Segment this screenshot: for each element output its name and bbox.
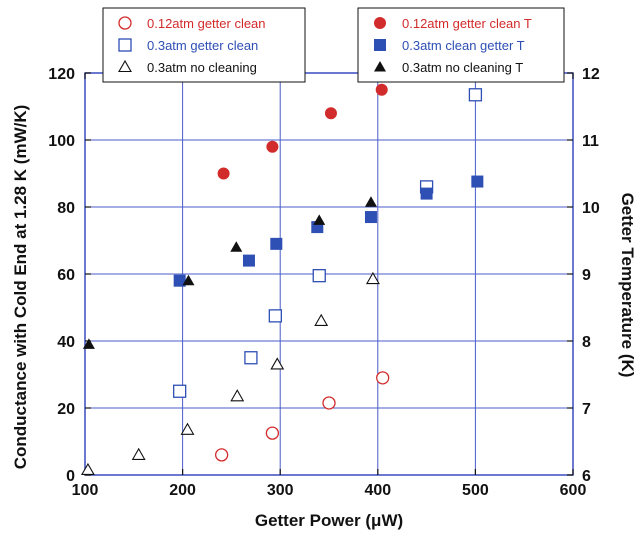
- data-point: [270, 237, 283, 250]
- data-point: [471, 175, 484, 188]
- data-point: [173, 384, 187, 398]
- y-left-tick-label: 40: [57, 334, 75, 351]
- y-right-tick-label: 9: [582, 267, 591, 284]
- data-point: [322, 396, 336, 410]
- data-point: [265, 426, 280, 440]
- data-point: [364, 196, 377, 207]
- y-right-axis-title: Getter Temperature (K): [618, 193, 637, 378]
- data-point: [364, 211, 377, 224]
- x-tick-label: 600: [560, 482, 587, 499]
- y-right-tick-label: 12: [582, 66, 600, 83]
- data-point: [268, 309, 282, 323]
- y-right-tick-label: 6: [582, 468, 591, 485]
- x-axis-title: Getter Power (μW): [255, 511, 403, 530]
- data-point: [214, 448, 229, 462]
- y-right-tick-labels: 6 7 8 9 10 11 12: [582, 66, 600, 485]
- data-point: [242, 254, 255, 267]
- data-point: [312, 269, 326, 283]
- legend-entry: 0.3atm getter clean: [147, 38, 258, 53]
- series-5: [82, 196, 377, 349]
- data-point: [80, 462, 95, 476]
- grid: [85, 73, 573, 475]
- data-point: [182, 274, 195, 286]
- data-point: [314, 313, 329, 326]
- x-tick-labels: 100 200 300 400 500 600: [72, 482, 587, 499]
- data-point: [217, 167, 230, 180]
- series-0: [214, 371, 390, 462]
- data-point: [230, 389, 245, 402]
- data-point: [313, 214, 326, 225]
- series-2: [80, 271, 380, 476]
- series-1: [173, 88, 483, 398]
- legend-right: 0.12atm getter clean T 0.3atm clean gette…: [357, 7, 565, 83]
- x-tick-label: 100: [72, 482, 99, 499]
- legend-entry: 0.3atm clean getter T: [402, 38, 525, 53]
- data-point: [131, 447, 146, 460]
- data-point: [365, 271, 380, 285]
- y-left-tick-label: 120: [48, 66, 75, 83]
- y-left-tick-label: 80: [57, 200, 75, 217]
- data-point: [230, 241, 243, 252]
- legend-entry: 0.12atm getter clean T: [402, 16, 532, 31]
- data-point: [376, 371, 390, 385]
- data-point: [420, 187, 433, 200]
- x-tick-label: 400: [364, 482, 391, 499]
- legend-entry: 0.3atm no cleaning T: [402, 60, 523, 75]
- data-point: [180, 422, 195, 435]
- x-tick-label: 500: [462, 482, 489, 499]
- y-left-tick-label: 60: [57, 267, 75, 284]
- x-tick-label: 200: [169, 482, 196, 499]
- data-points: [80, 83, 484, 476]
- legend-entry: 0.3atm no cleaning: [147, 60, 257, 75]
- data-point: [468, 88, 483, 102]
- data-point: [244, 351, 258, 365]
- legend-marker: [374, 61, 386, 72]
- series-3: [217, 83, 388, 180]
- data-point: [270, 357, 285, 370]
- y-right-tick-label: 10: [582, 200, 600, 217]
- data-point: [266, 140, 279, 153]
- legend-box: [102, 7, 306, 83]
- legend-entry: 0.12atm getter clean: [147, 16, 266, 31]
- x-tick-label: 300: [267, 482, 294, 499]
- legend-marker: [118, 16, 132, 30]
- y-left-tick-label: 0: [66, 468, 75, 485]
- y-left-tick-label: 100: [48, 133, 75, 150]
- legend-marker: [118, 38, 132, 52]
- legend-left: 0.12atm getter clean 0.3atm getter clean 0…: [102, 7, 306, 83]
- legend-box: [357, 7, 565, 83]
- y-right-tick-label: 8: [582, 334, 591, 351]
- legend-marker: [374, 39, 386, 51]
- y-left-axis-title: Conductance with Cold End at 1.28 K (mW/…: [11, 105, 30, 470]
- y-right-tick-label: 11: [582, 133, 599, 150]
- series-4: [173, 175, 484, 287]
- data-point: [173, 274, 186, 287]
- y-left-tick-label: 20: [57, 401, 75, 418]
- y-right-tick-label: 7: [582, 401, 591, 418]
- legend-marker: [118, 59, 132, 73]
- legend-marker: [374, 17, 386, 29]
- data-point: [82, 338, 95, 349]
- y-left-tick-labels: 0 20 40 60 80 100 120: [48, 66, 75, 485]
- data-point: [375, 83, 388, 96]
- data-point: [324, 107, 337, 120]
